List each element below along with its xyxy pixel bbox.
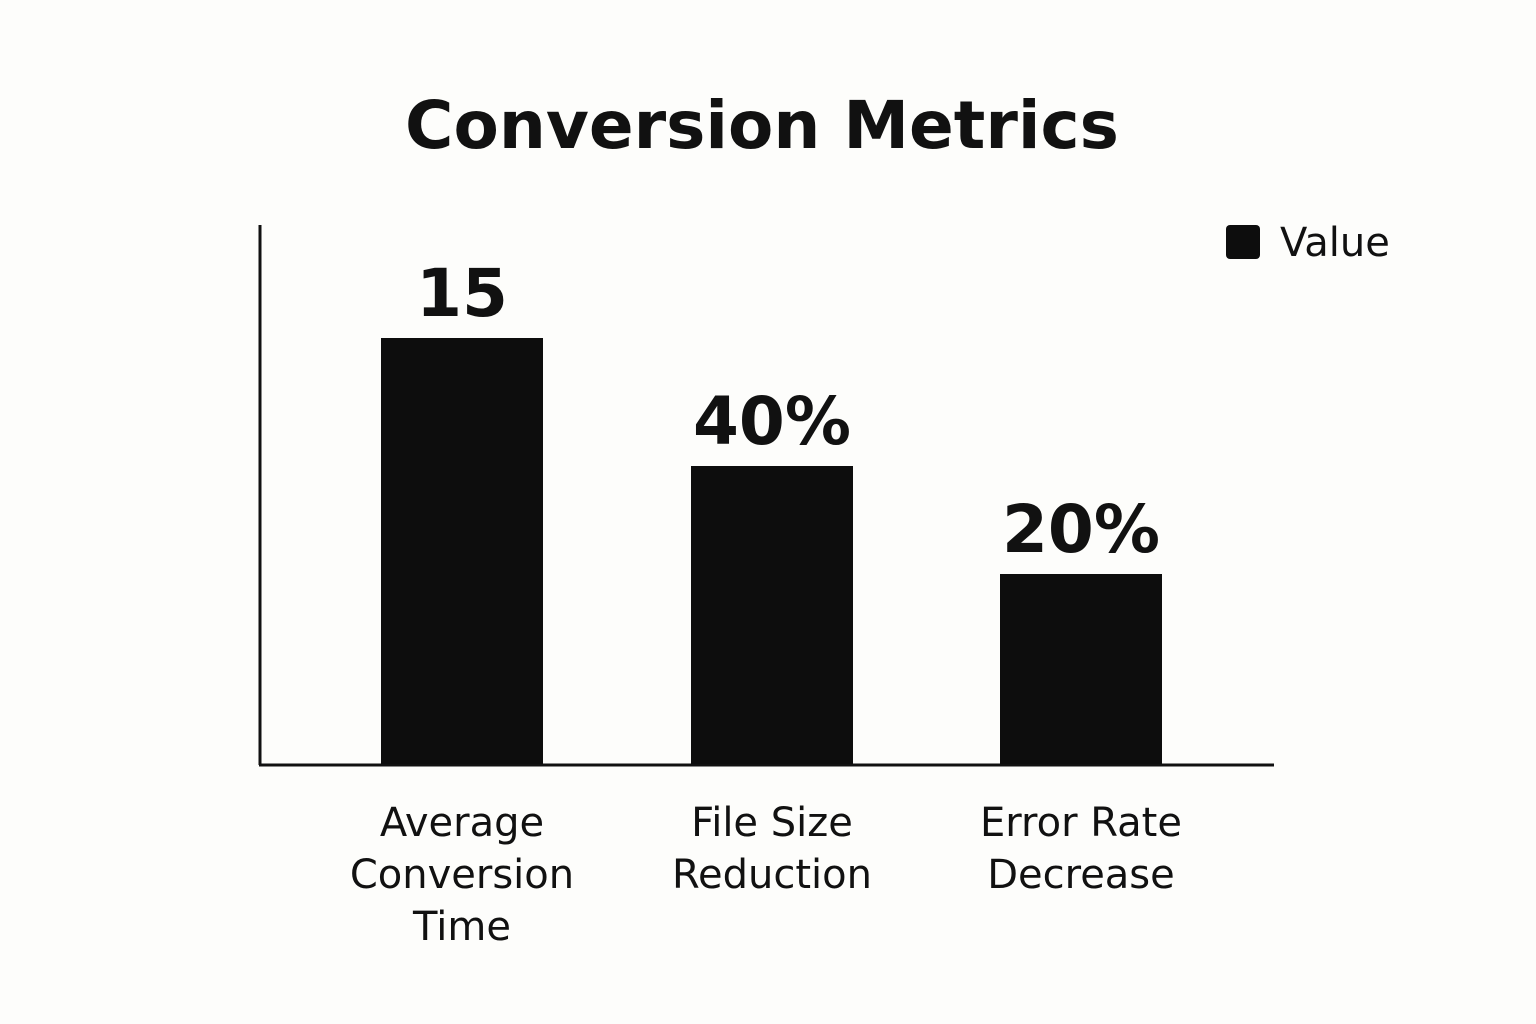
data-label-1: 40% — [693, 383, 851, 460]
x-tick-labels-group: Average Conversion Time File Size Reduction E… — [350, 800, 1182, 950]
x-tick-label-0: Average Conversion Time — [350, 800, 574, 950]
x-tick-label-2-line-1: Decrease — [987, 852, 1175, 898]
x-tick-label-0-line-0: Average — [380, 800, 544, 846]
legend-label-value: Value — [1280, 220, 1390, 266]
legend-swatch — [1226, 225, 1260, 259]
data-labels-group: 15 40% 20% — [416, 255, 1160, 568]
bars-group — [381, 338, 1162, 764]
legend: Value — [1226, 220, 1390, 266]
x-tick-label-1: File Size Reduction — [672, 800, 872, 898]
chart-title: Conversion Metrics — [405, 87, 1119, 164]
bar-0 — [381, 338, 543, 764]
bar-2 — [1000, 574, 1162, 764]
x-tick-label-1-line-1: Reduction — [672, 852, 872, 898]
data-label-2: 20% — [1002, 491, 1160, 568]
x-tick-label-2-line-0: Error Rate — [980, 800, 1182, 846]
x-tick-label-2: Error Rate Decrease — [980, 800, 1182, 898]
x-tick-label-0-line-1: Conversion — [350, 852, 574, 898]
x-tick-label-0-line-2: Time — [412, 904, 511, 950]
bar-1 — [691, 466, 853, 764]
x-tick-label-1-line-0: File Size — [691, 800, 853, 846]
data-label-0: 15 — [416, 255, 508, 332]
